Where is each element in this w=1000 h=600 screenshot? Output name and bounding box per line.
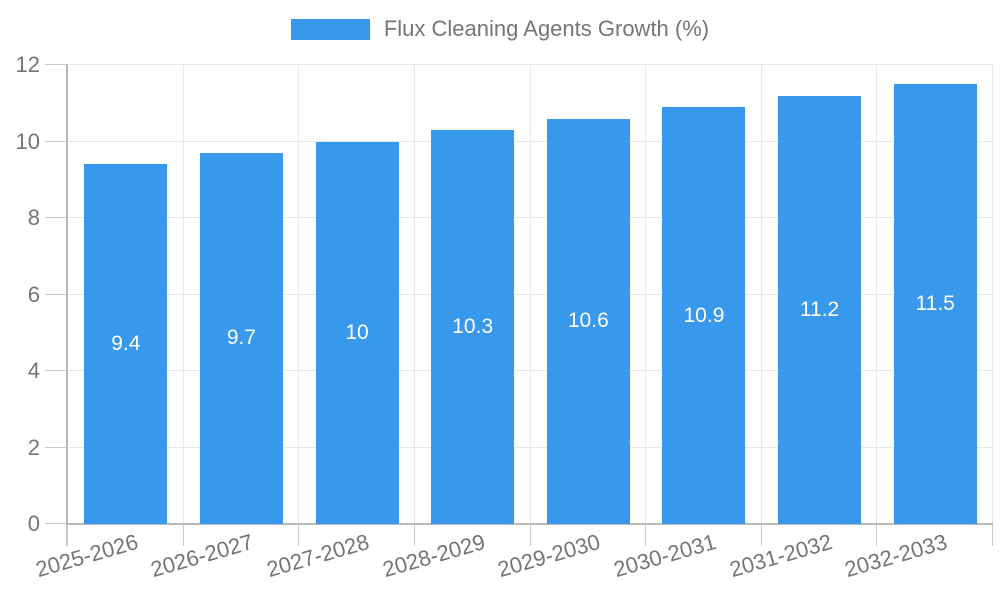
x-tick	[66, 524, 68, 546]
x-tick	[876, 524, 878, 546]
x-gridline	[529, 65, 531, 524]
x-tick	[298, 524, 300, 546]
bar-value-label: 10.6	[567, 309, 609, 333]
y-tick	[45, 293, 68, 295]
y-tick	[45, 140, 68, 142]
x-tick	[760, 524, 762, 546]
x-tick	[645, 524, 647, 546]
bar[interactable]	[84, 164, 168, 524]
x-gridline	[760, 65, 762, 524]
x-tick	[992, 524, 993, 546]
x-gridline	[876, 65, 878, 524]
x-gridline	[182, 65, 184, 524]
x-tick	[182, 524, 184, 546]
x-tick	[529, 524, 531, 546]
y-tick-label: 4	[27, 358, 40, 383]
y-tick-label: 12	[15, 52, 40, 77]
y-tick-label: 2	[27, 434, 40, 460]
y-tick-label: 0	[27, 511, 40, 536]
y-axis-line	[66, 64, 68, 524]
bar-value-label: 9.7	[226, 326, 257, 350]
y-gridline	[68, 217, 993, 218]
x-gridline	[992, 65, 993, 524]
bar[interactable]	[778, 95, 862, 524]
y-gridline	[68, 140, 993, 142]
bar-value-label: 11.5	[915, 292, 955, 316]
bar[interactable]	[315, 141, 399, 524]
bar[interactable]	[662, 107, 746, 524]
x-gridline	[298, 65, 300, 524]
bar-value-label: 9.4	[111, 332, 141, 356]
x-gridline	[645, 65, 647, 524]
bar-value-label: 10	[345, 320, 369, 344]
y-tick	[45, 370, 68, 371]
x-axis-line	[66, 523, 993, 525]
y-tick-label: 8	[27, 205, 40, 230]
y-tick-label: 10	[15, 128, 40, 154]
bar[interactable]	[431, 130, 515, 524]
bar[interactable]	[893, 84, 977, 524]
y-tick	[45, 64, 68, 65]
bar-value-label: 11.2	[799, 297, 840, 321]
x-tick	[413, 524, 415, 546]
y-tick	[45, 523, 68, 524]
y-gridline	[68, 446, 993, 448]
legend-swatch	[290, 18, 370, 40]
legend-label: Flux Cleaning Agents Growth (%)	[383, 16, 710, 41]
y-gridline	[68, 370, 993, 371]
y-gridline	[68, 64, 993, 65]
bar[interactable]	[546, 118, 630, 524]
y-tick-label: 6	[27, 281, 40, 307]
bar-value-label: 10.3	[452, 315, 494, 338]
plot-area: 0 2 4 6 8 10 12 9.4 2025-2026 9.7 2026-2027 10 2027-…	[16, 53, 993, 582]
x-gridline	[413, 65, 415, 524]
y-tick	[45, 446, 68, 448]
bar[interactable]	[199, 152, 283, 524]
bar-value-label: 10.9	[683, 303, 725, 327]
y-gridline	[68, 293, 993, 295]
legend[interactable]: Flux Cleaning Agents Growth (%)	[0, 16, 1000, 42]
y-tick	[45, 217, 68, 218]
